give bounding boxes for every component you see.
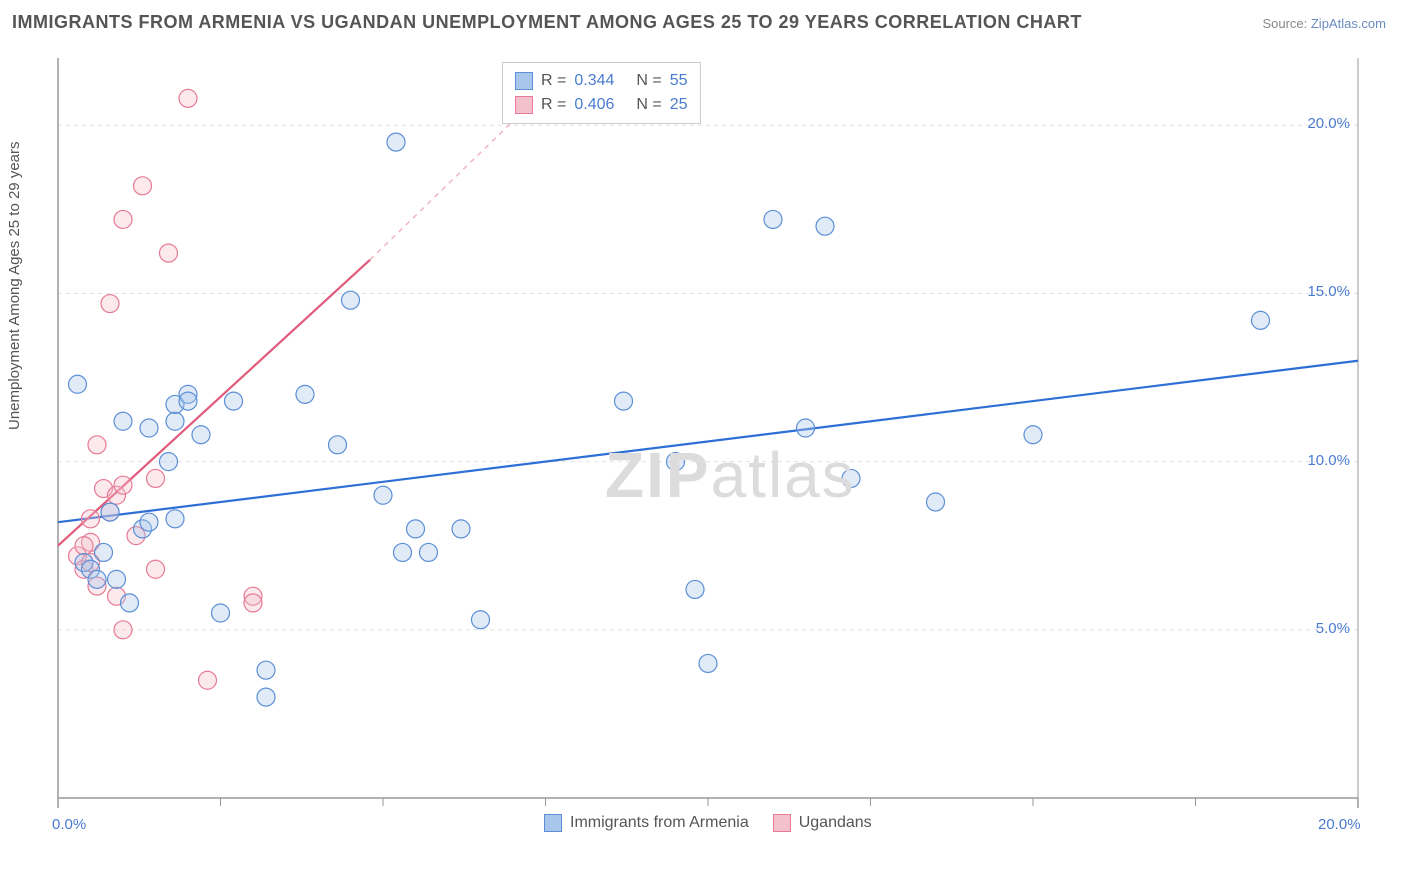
correlation-legend: R = 0.344 N = 55 R = 0.406 N = 25 [502, 62, 701, 124]
y-axis-label: Unemployment Among Ages 25 to 29 years [6, 141, 23, 430]
series-legend: Immigrants from Armenia Ugandans [544, 814, 872, 832]
legend-row: R = 0.406 N = 25 [515, 93, 688, 117]
scatter-chart [50, 48, 1380, 838]
legend-row: R = 0.344 N = 55 [515, 69, 688, 93]
legend-n-label: N = [636, 96, 661, 114]
legend-r-label: R = [541, 72, 566, 90]
y-tick-label: 20.0% [1298, 115, 1350, 132]
y-tick-label: 10.0% [1298, 452, 1350, 469]
series-legend-item: Immigrants from Armenia [544, 814, 749, 832]
source-link[interactable]: ZipAtlas.com [1311, 16, 1386, 31]
y-tick-label: 15.0% [1298, 283, 1350, 300]
chart-container: ZIPatlas R = 0.344N = 55R = 0.406N = 25 … [50, 48, 1380, 838]
source-prefix: Source: [1262, 16, 1310, 31]
legend-swatch [773, 814, 791, 832]
x-tick-label: 0.0% [52, 816, 86, 833]
source-credit: Source: ZipAtlas.com [1262, 16, 1386, 31]
series-legend-item: Ugandans [773, 814, 872, 832]
legend-n-value: 25 [670, 96, 688, 114]
legend-n-label: N = [636, 72, 661, 90]
chart-title: IMMIGRANTS FROM ARMENIA VS UGANDAN UNEMP… [12, 12, 1082, 33]
series-name: Ugandans [799, 814, 872, 832]
legend-n-value: 55 [670, 72, 688, 90]
x-tick-label: 20.0% [1318, 816, 1361, 833]
legend-swatch [515, 72, 533, 90]
legend-swatch [515, 96, 533, 114]
legend-r-value: 0.344 [574, 72, 614, 90]
series-name: Immigrants from Armenia [570, 814, 749, 832]
legend-swatch [544, 814, 562, 832]
legend-r-label: R = [541, 96, 566, 114]
y-tick-label: 5.0% [1298, 620, 1350, 637]
legend-r-value: 0.406 [574, 96, 614, 114]
